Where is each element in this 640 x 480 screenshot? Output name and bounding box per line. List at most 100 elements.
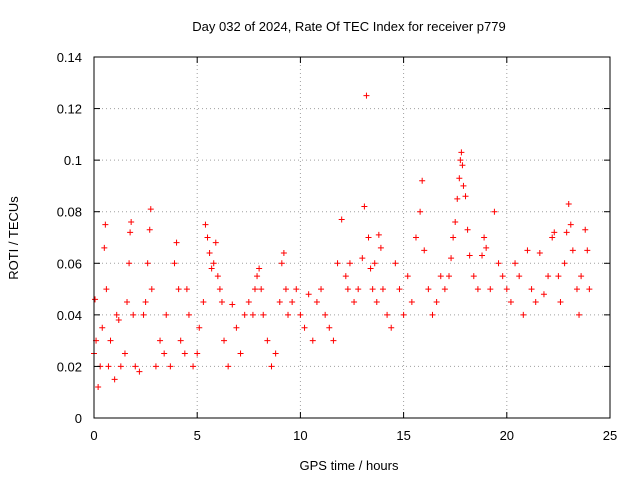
data-point — [359, 255, 366, 262]
data-point — [545, 273, 552, 280]
data-point — [107, 337, 114, 344]
data-point — [483, 244, 490, 251]
data-points — [91, 92, 593, 391]
data-point — [214, 273, 221, 280]
data-point — [313, 298, 320, 305]
data-point — [221, 337, 228, 344]
data-point — [301, 324, 308, 331]
data-point — [115, 317, 122, 324]
data-point — [181, 350, 188, 357]
data-point — [249, 311, 256, 318]
data-point — [126, 260, 133, 267]
data-point — [565, 200, 572, 207]
data-point — [561, 260, 568, 267]
data-point — [175, 286, 182, 293]
data-point — [103, 286, 110, 293]
data-point — [127, 229, 134, 236]
data-point — [264, 337, 271, 344]
data-point — [421, 247, 428, 254]
data-point — [569, 247, 576, 254]
data-point — [241, 311, 248, 318]
data-point — [233, 324, 240, 331]
data-point — [157, 337, 164, 344]
data-point — [419, 177, 426, 184]
data-point — [102, 221, 109, 228]
data-point — [371, 260, 378, 267]
data-point — [163, 311, 170, 318]
data-point — [491, 208, 498, 215]
data-point — [289, 298, 296, 305]
data-point — [161, 350, 168, 357]
data-point — [245, 298, 252, 305]
data-point — [293, 286, 300, 293]
x-tick-label: 5 — [194, 428, 201, 443]
data-point — [563, 229, 570, 236]
data-point — [196, 324, 203, 331]
data-point — [452, 219, 459, 226]
data-point — [144, 260, 151, 267]
data-point — [540, 291, 547, 298]
data-point — [448, 255, 455, 262]
y-tick-label: 0.12 — [57, 102, 82, 117]
data-point — [285, 311, 292, 318]
data-point — [479, 252, 486, 259]
data-point — [132, 363, 139, 370]
data-point — [573, 286, 580, 293]
data-point — [528, 286, 535, 293]
data-point — [280, 249, 287, 256]
data-point — [334, 260, 341, 267]
data-point — [487, 286, 494, 293]
data-point — [258, 286, 265, 293]
data-point — [351, 298, 358, 305]
data-point — [404, 273, 411, 280]
data-point — [576, 311, 583, 318]
data-point — [532, 298, 539, 305]
y-tick-label: 0.06 — [57, 256, 82, 271]
data-point — [344, 286, 351, 293]
data-point — [503, 286, 510, 293]
data-point — [567, 221, 574, 228]
data-point — [200, 298, 207, 305]
data-point — [152, 363, 159, 370]
data-point — [584, 247, 591, 254]
data-point — [326, 324, 333, 331]
data-point — [318, 286, 325, 293]
chart-title: Day 032 of 2024, Rate Of TEC Index for r… — [192, 19, 505, 34]
data-point — [330, 337, 337, 344]
x-tick-label: 20 — [500, 428, 514, 443]
data-point — [464, 226, 471, 233]
data-point — [458, 149, 465, 156]
y-tick-label: 0.04 — [57, 308, 82, 323]
data-point — [113, 311, 120, 318]
data-point — [297, 311, 304, 318]
data-point — [251, 286, 258, 293]
x-tick-label: 25 — [603, 428, 617, 443]
data-point — [586, 286, 593, 293]
data-point — [433, 298, 440, 305]
data-point — [388, 324, 395, 331]
data-point — [578, 273, 585, 280]
data-point — [111, 376, 118, 383]
data-point — [377, 244, 384, 251]
data-point — [466, 252, 473, 259]
data-point — [355, 286, 362, 293]
data-point — [392, 260, 399, 267]
data-point — [309, 337, 316, 344]
data-point — [507, 298, 514, 305]
data-point — [95, 384, 102, 391]
y-tick-label: 0.14 — [57, 50, 82, 65]
data-point — [512, 260, 519, 267]
data-point — [185, 311, 192, 318]
data-point — [460, 182, 467, 189]
data-point — [408, 298, 415, 305]
data-point — [459, 162, 466, 169]
data-point — [130, 311, 137, 318]
data-point — [375, 231, 382, 238]
y-tick-label: 0 — [75, 411, 82, 426]
data-point — [474, 286, 481, 293]
x-tick-label: 10 — [293, 428, 307, 443]
data-point — [268, 363, 275, 370]
data-point — [177, 337, 184, 344]
data-point — [524, 247, 531, 254]
